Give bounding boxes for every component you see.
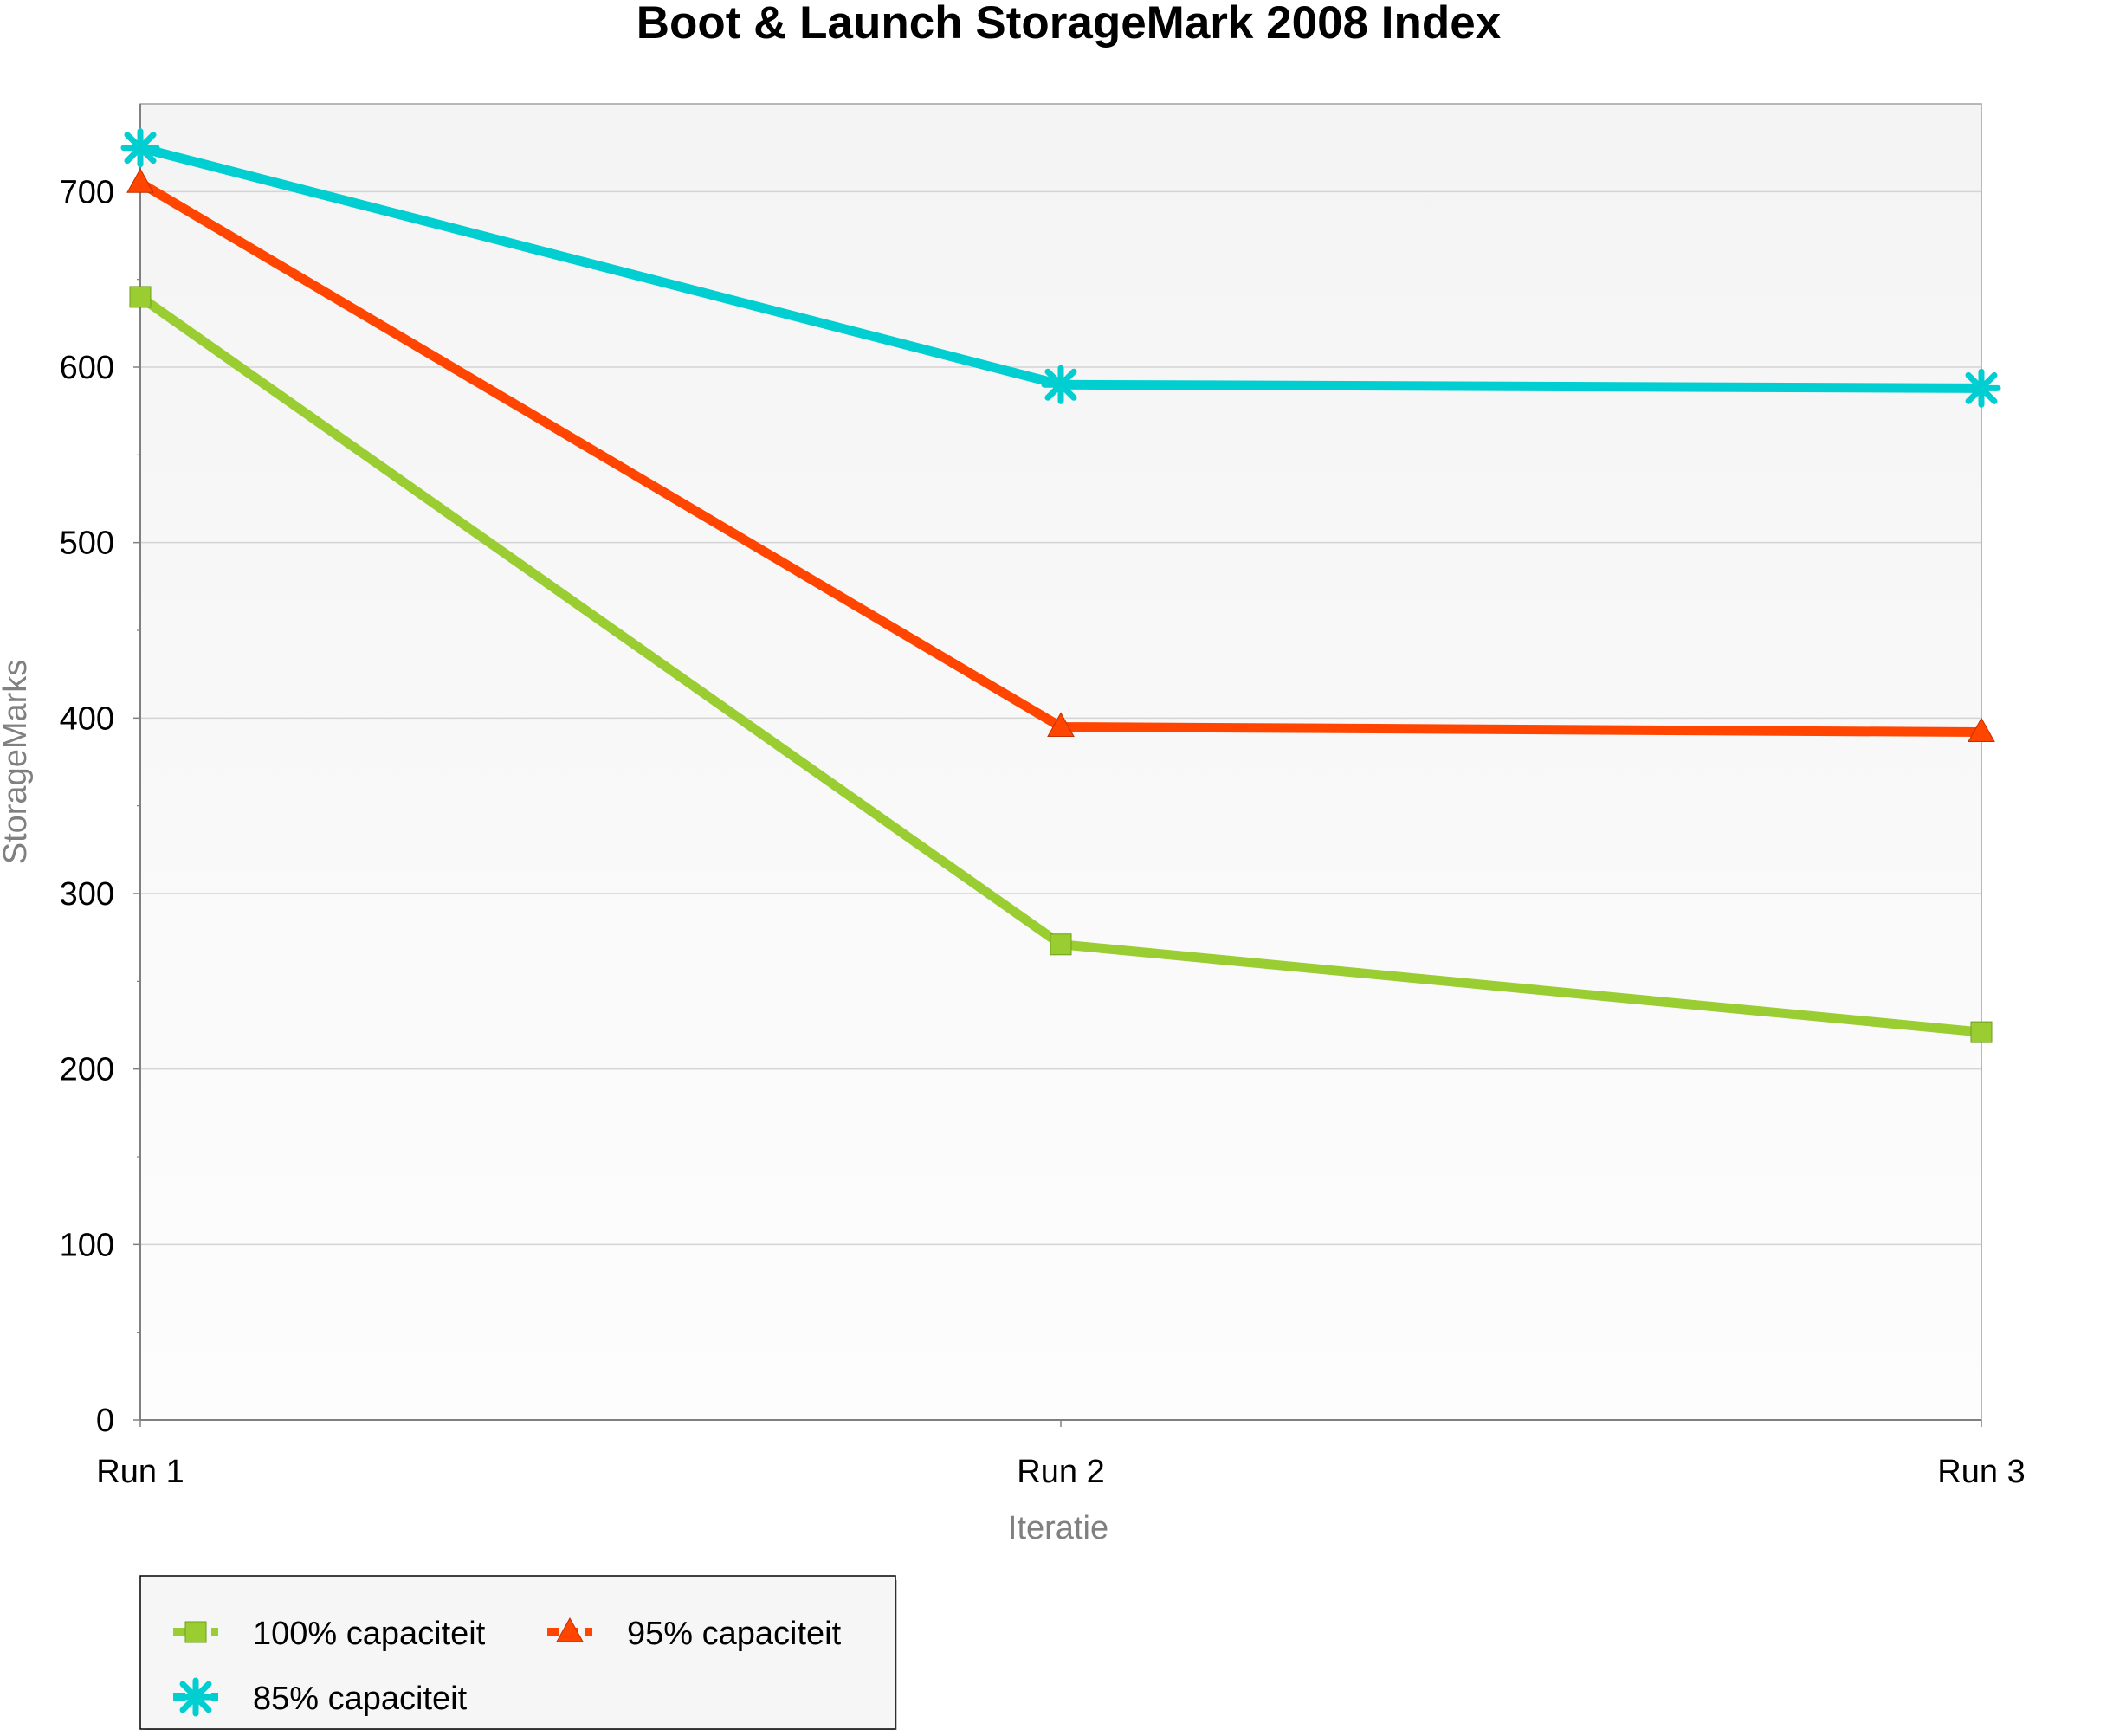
legend-label: 100% capaciteit [253,1616,486,1652]
y-tick-label: 200 [60,1052,114,1088]
y-tick-label: 400 [60,700,114,737]
data-point [120,128,160,168]
y-tick-label: 0 [96,1403,114,1439]
data-point [1050,933,1072,956]
legend-item-1: 100% capaciteit [173,1616,486,1652]
y-tick-label: 500 [60,526,114,562]
data-point [129,286,152,308]
y-tick-label: 600 [60,350,114,386]
series-2 [126,168,1995,743]
legend-marker [556,1617,584,1642]
data-point [1041,365,1081,404]
data-point [1047,712,1075,737]
legend-box [139,1575,896,1730]
legend-item-3: 85% capaciteit [173,1677,468,1717]
legend: 100% capaciteit 95% capaciteit 85% capacit… [139,1575,897,1730]
y-axis-label: StorageMarks [0,660,34,865]
axes: 0 100 200 300 400 500 600 700 Run 1 Run 2 Run 3 [60,104,2026,1490]
chart-title: Boot & Launch StorageMark 2008 Index [636,0,1502,48]
x-axis-label: Iteratie [1008,1510,1108,1546]
plot-area [139,103,1982,1421]
x-tick-label: Run 2 [1017,1454,1104,1490]
legend-item-2: 95% capaciteit [547,1616,842,1652]
data-point [1970,1021,1993,1043]
legend-marker [184,1621,207,1643]
data-point [126,168,154,193]
series-layer [120,128,2001,1043]
data-point [1968,717,1995,743]
data-point [1961,368,2001,408]
legend-marker [176,1677,216,1717]
legend-label: 85% capaciteit [253,1681,468,1717]
series-3 [120,128,2001,408]
x-tick-label: Run 1 [96,1454,184,1490]
y-tick-label: 300 [60,876,114,913]
legend-items: 100% capaciteit 95% capaciteit 85% capacit… [173,1616,842,1717]
series-1 [129,286,1993,1043]
x-tick-label: Run 3 [1937,1454,2025,1490]
y-tick-label: 700 [60,174,114,210]
y-tick-label: 100 [60,1227,114,1263]
legend-label: 95% capaciteit [627,1616,842,1652]
